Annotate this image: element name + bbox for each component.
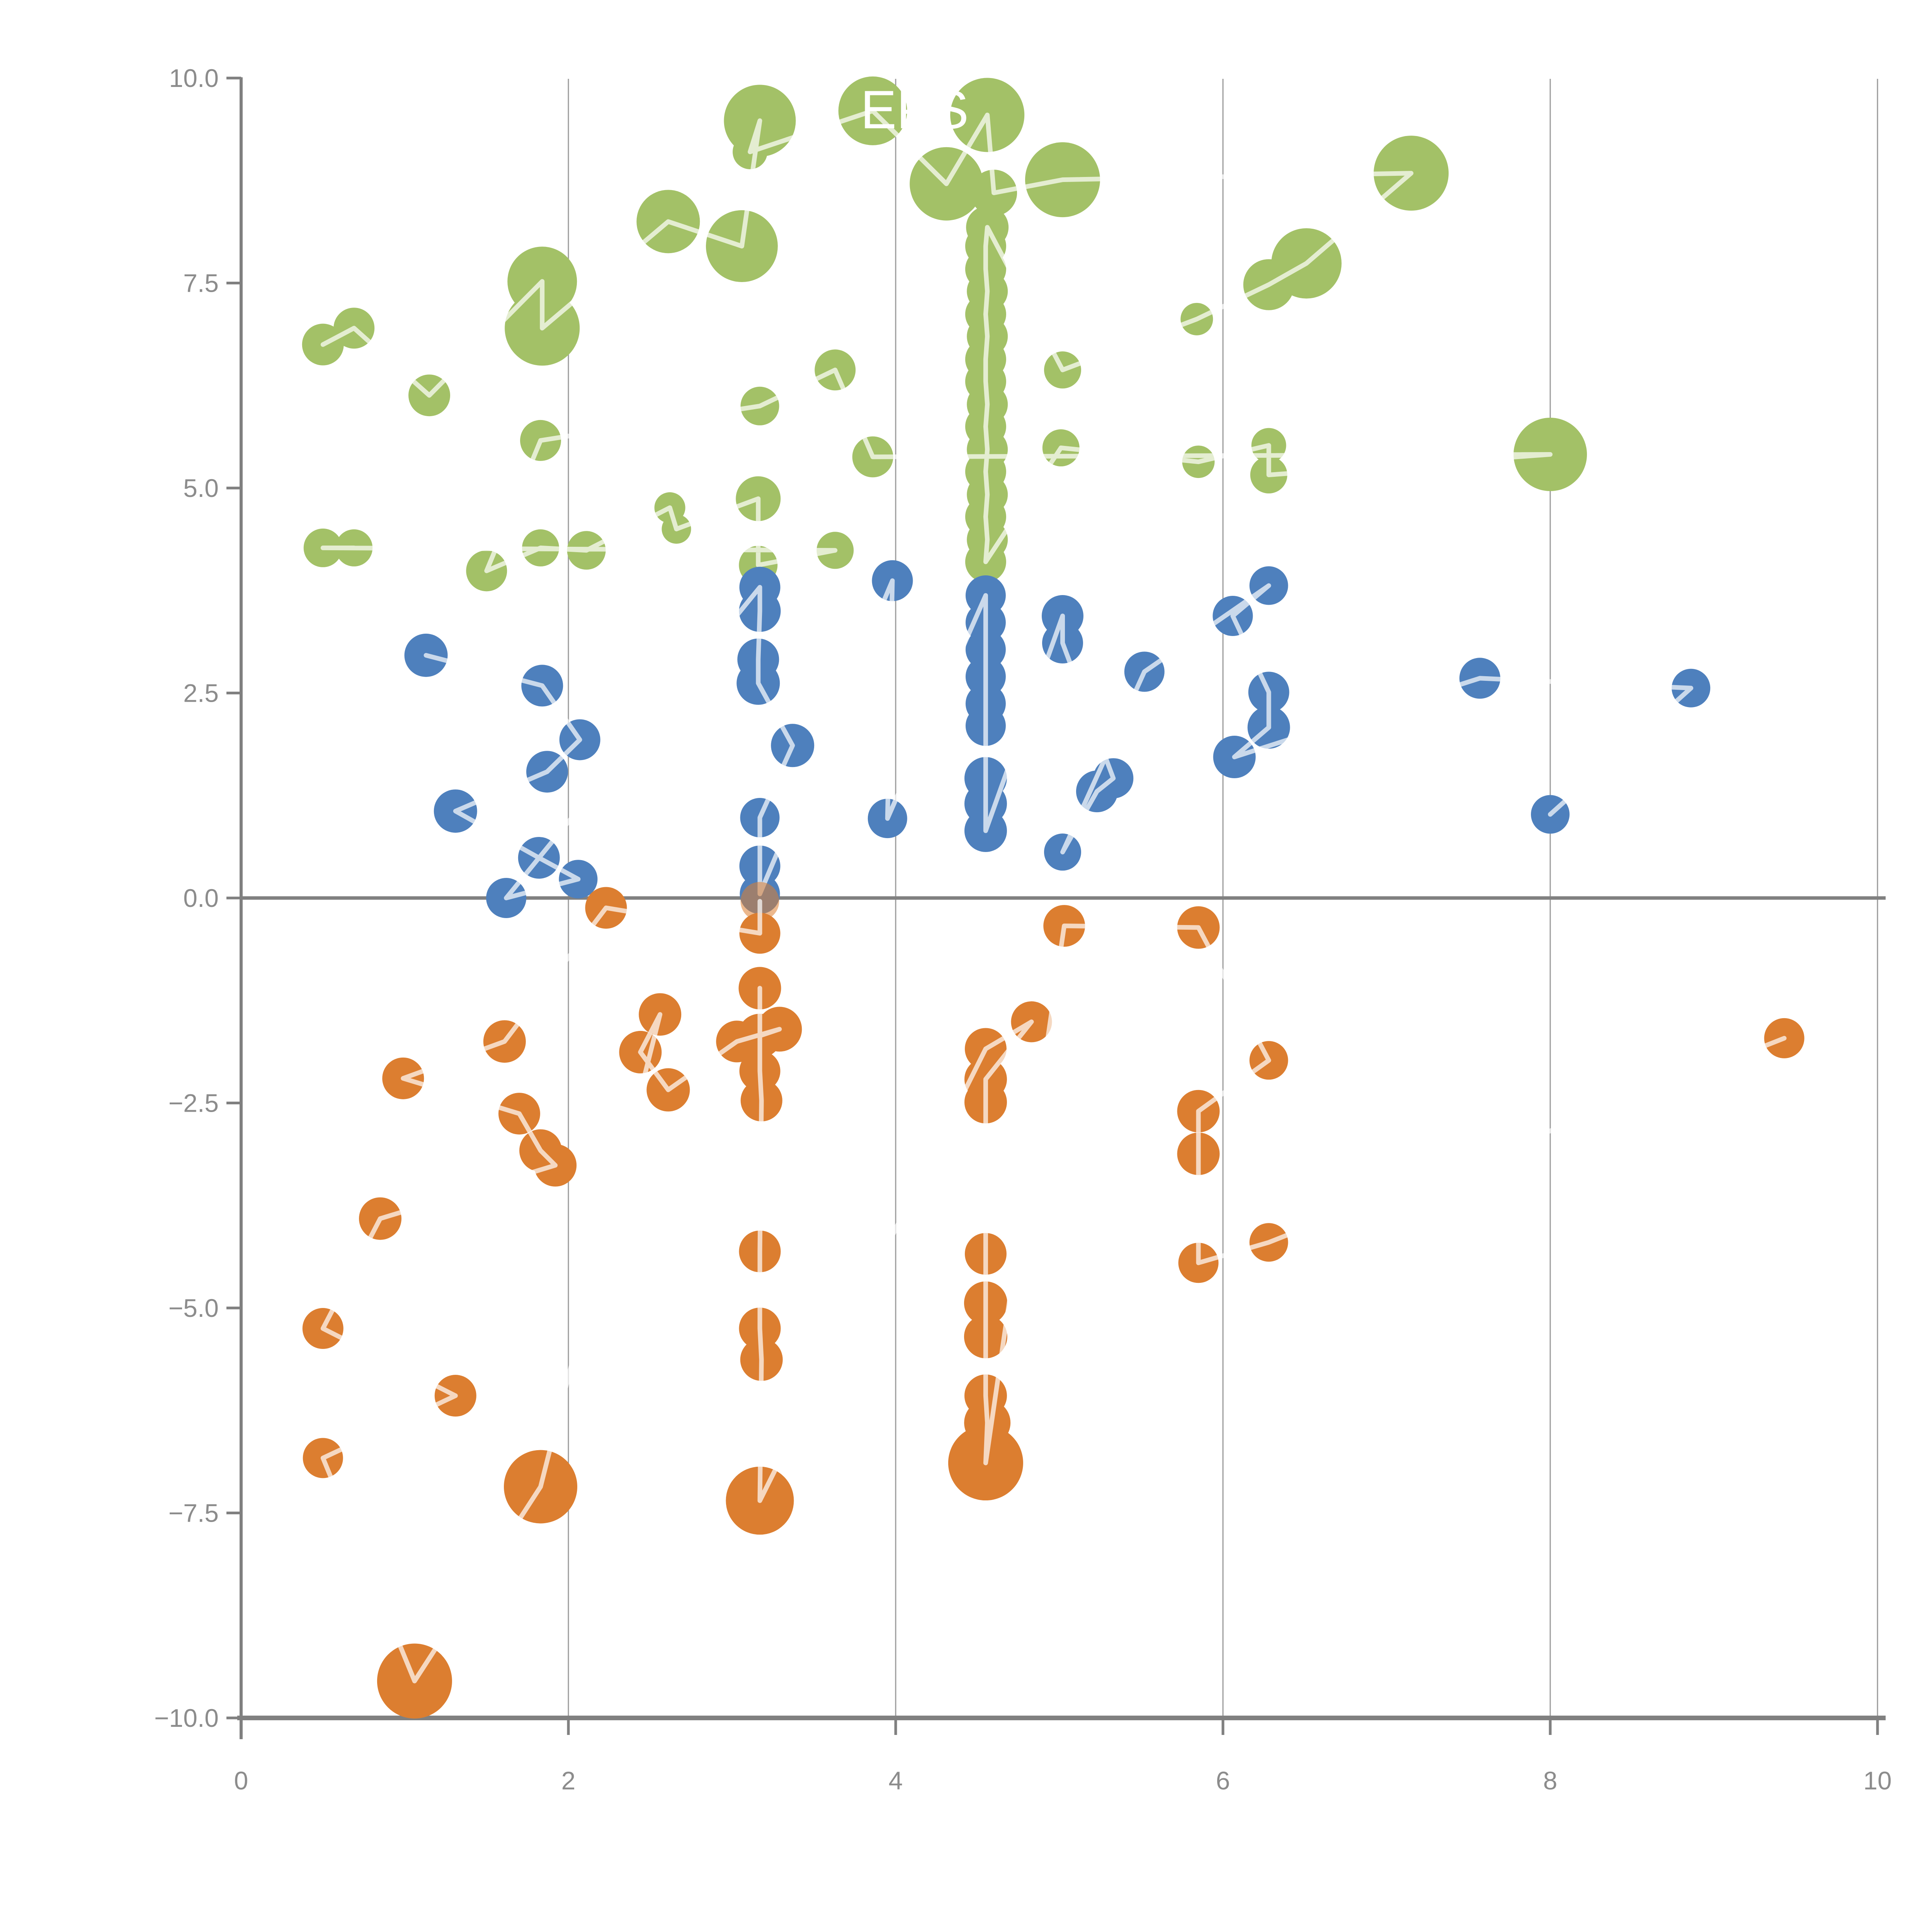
plot-layers: 10.0 7.5 5.0 2.5 0.0 −2.5 −5.0 −7.5 −10.0 0 2 4 6 8 10: [154, 64, 1892, 1795]
series-connector-line: [320, 108, 1553, 573]
x-tick-label: 0: [234, 1766, 248, 1795]
y-tick-label: 10.0: [169, 64, 219, 92]
series-connector-line: [320, 899, 1787, 1684]
series-connector-line: [423, 578, 1694, 900]
x-tick-label: 6: [1216, 1766, 1230, 1795]
series-blue: [404, 560, 1711, 918]
y-tick-label: 7.5: [183, 269, 219, 298]
chart-title: EPS: [861, 79, 969, 140]
series-orange: [302, 882, 1804, 1719]
y-tick-label: 5.0: [183, 474, 219, 502]
x-tick-label: 2: [561, 1766, 576, 1795]
y-tick-label: −7.5: [168, 1499, 219, 1527]
x-tick-label: 8: [1543, 1766, 1558, 1795]
y-tick-label: −5.0: [168, 1294, 219, 1322]
series-green: [302, 76, 1587, 592]
y-tick-label: 2.5: [183, 679, 219, 707]
x-tick-label: 4: [889, 1766, 903, 1795]
y-tick-label: −2.5: [168, 1089, 219, 1117]
y-tick-label: −10.0: [154, 1704, 219, 1732]
x-tick-label: 10: [1863, 1766, 1891, 1795]
y-tick-label: 0.0: [183, 884, 219, 912]
